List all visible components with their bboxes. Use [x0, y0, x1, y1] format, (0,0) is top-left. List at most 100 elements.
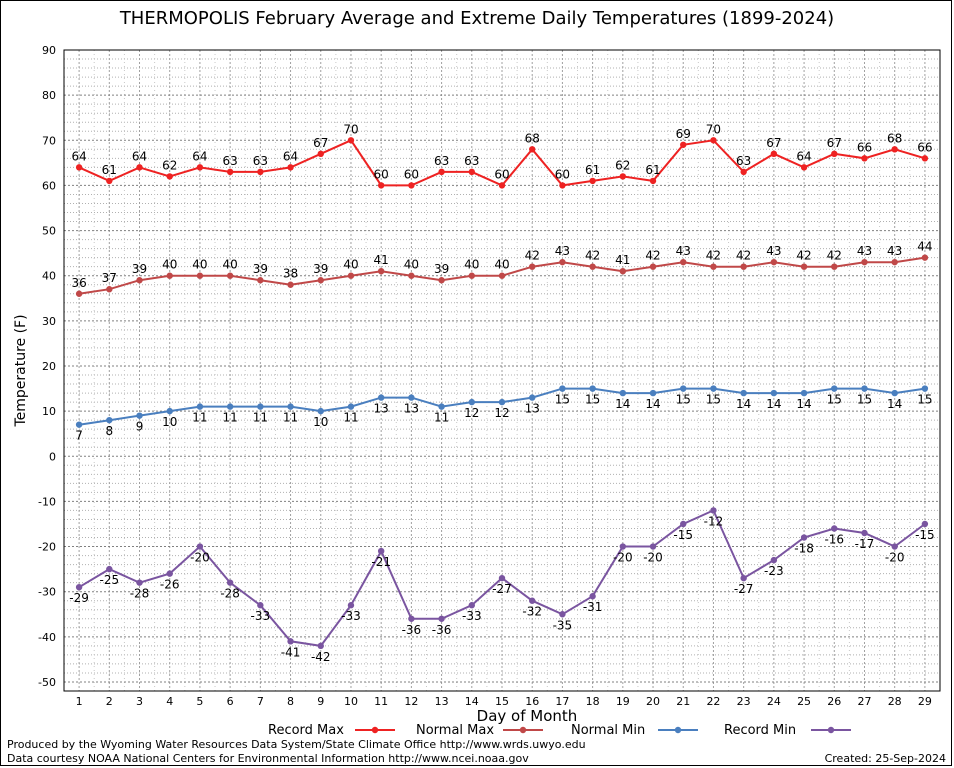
- data-label: 43: [676, 244, 691, 258]
- data-point: [861, 529, 868, 537]
- data-label: 61: [645, 163, 660, 177]
- data-label: 11: [222, 411, 237, 425]
- footer-created: Created: 25-Sep-2024: [824, 752, 946, 765]
- x-tick-label: 12: [404, 695, 418, 708]
- data-point: [166, 570, 173, 577]
- chart-title: THERMOPOLIS February Average and Extreme…: [119, 8, 835, 29]
- x-tick-label: 10: [344, 695, 358, 708]
- data-label: -18: [794, 542, 814, 556]
- data-label: 66: [917, 140, 932, 154]
- data-point: [619, 267, 627, 275]
- data-point: [347, 272, 355, 279]
- data-point: [589, 263, 596, 270]
- data-label: 62: [615, 158, 630, 172]
- data-label: -29: [69, 591, 89, 605]
- data-label: 14: [887, 397, 902, 411]
- data-label: 43: [887, 244, 902, 258]
- legend-label: Record Min: [724, 723, 796, 738]
- data-label: 63: [434, 154, 449, 168]
- data-label: 11: [343, 411, 358, 425]
- legend-marker: [674, 726, 682, 734]
- data-label: 64: [132, 149, 147, 163]
- data-label: 39: [313, 262, 328, 276]
- x-tick-label: 16: [525, 695, 539, 708]
- data-label: 70: [343, 122, 358, 136]
- data-label: 11: [253, 411, 268, 425]
- data-label: -32: [522, 605, 542, 619]
- data-point: [347, 602, 355, 609]
- y-tick-label: 30: [42, 315, 56, 328]
- data-label: -16: [824, 532, 844, 546]
- data-label: 42: [585, 249, 600, 263]
- data-point: [710, 385, 717, 392]
- data-label: -28: [130, 587, 150, 601]
- data-point: [921, 520, 929, 528]
- x-tick-label: 27: [857, 695, 871, 708]
- data-label: 62: [162, 158, 177, 172]
- legend-label: Normal Min: [571, 723, 645, 738]
- data-point: [649, 543, 657, 550]
- data-label: -21: [371, 555, 391, 569]
- data-label: 60: [374, 167, 389, 181]
- data-label: 10: [313, 415, 328, 429]
- data-label: 63: [222, 154, 237, 168]
- data-point: [166, 173, 173, 180]
- data-label: -36: [402, 623, 422, 637]
- data-label: 42: [525, 249, 540, 263]
- data-point: [498, 182, 506, 189]
- data-point: [317, 642, 324, 650]
- data-point: [347, 403, 355, 410]
- data-point: [589, 177, 596, 185]
- data-label: 11: [434, 411, 449, 425]
- data-point: [468, 168, 475, 176]
- data-label: 15: [827, 393, 842, 407]
- x-tick-label: 7: [257, 695, 264, 708]
- data-label: -23: [764, 564, 784, 578]
- data-point: [257, 602, 264, 609]
- data-point: [317, 407, 324, 415]
- data-label: 70: [706, 122, 721, 136]
- legend-marker: [371, 726, 379, 734]
- data-label: 8: [105, 424, 113, 438]
- data-label: 12: [464, 406, 479, 420]
- data-point: [408, 394, 415, 401]
- data-point: [106, 565, 113, 573]
- data-label: 42: [645, 249, 660, 263]
- data-point: [831, 525, 838, 532]
- data-point: [800, 164, 808, 171]
- data-label: 43: [857, 244, 872, 258]
- x-tick-label: 17: [555, 695, 569, 708]
- data-label: 15: [917, 393, 932, 407]
- data-point: [740, 263, 747, 270]
- data-label: 15: [555, 393, 570, 407]
- data-label: 61: [102, 163, 117, 177]
- x-tick-label: 20: [646, 695, 660, 708]
- x-axis-title: Day of Month: [477, 707, 578, 725]
- data-label: 40: [162, 258, 177, 272]
- data-point: [800, 534, 808, 541]
- data-point: [831, 150, 838, 158]
- data-point: [75, 290, 83, 297]
- data-point: [740, 389, 747, 397]
- data-point: [740, 168, 747, 176]
- x-tick-label: 23: [737, 695, 751, 708]
- data-label: 37: [102, 271, 117, 285]
- data-label: -27: [492, 582, 512, 596]
- data-point: [800, 389, 808, 397]
- data-point: [226, 403, 234, 410]
- y-tick-label: -40: [38, 631, 56, 644]
- data-label: 69: [676, 127, 691, 141]
- data-label: 42: [706, 249, 721, 263]
- data-point: [559, 182, 566, 189]
- data-label: 38: [283, 267, 298, 281]
- data-point: [770, 389, 778, 397]
- data-label: 67: [766, 136, 781, 150]
- data-label: -31: [583, 600, 603, 614]
- data-label: 15: [676, 393, 691, 407]
- data-point: [196, 272, 204, 279]
- data-label: 40: [222, 258, 237, 272]
- data-point: [196, 164, 204, 171]
- data-point: [680, 385, 687, 392]
- data-point: [710, 137, 717, 144]
